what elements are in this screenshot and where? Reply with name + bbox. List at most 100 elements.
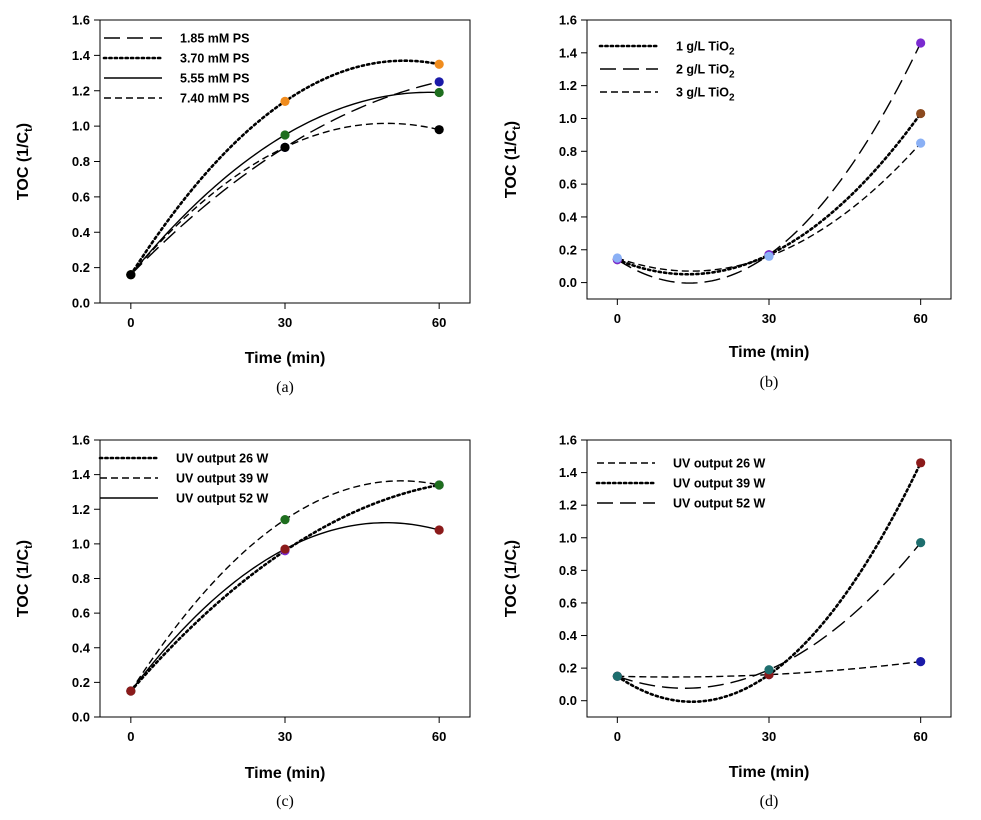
y-tick-label: 0.2	[559, 242, 577, 257]
x-tick-label: 30	[762, 729, 776, 744]
data-point	[434, 87, 444, 98]
chart-panel-d: 0.0 0.2 0.4 0.6 0.8 1.0 1.2 1.4 1.6 0 30 60 Time (mi…	[503, 433, 952, 810]
panel-caption: (c)	[276, 793, 294, 810]
y-tick-label: 0.0	[559, 275, 577, 290]
y-tick-label: 1.4	[72, 48, 91, 63]
data-point	[916, 108, 926, 119]
y-tick-label: 0.4	[72, 225, 91, 240]
data-point	[764, 251, 774, 261]
y-tick-label: 0.4	[72, 640, 91, 655]
data-point	[280, 130, 290, 140]
y-tick-label: 1.2	[72, 83, 90, 98]
y-axis-title: TOC (1/Ct)	[15, 123, 35, 200]
y-tick-label: 1.6	[72, 13, 90, 28]
y-axis-title: TOC (1/Ct)	[15, 540, 35, 617]
legend-label: UV output 39 W	[673, 477, 766, 491]
x-tick-label: 0	[614, 311, 621, 326]
legend-label: UV output 52 W	[176, 492, 269, 506]
y-tick-label: 1.4	[72, 467, 91, 482]
data-point	[280, 515, 290, 525]
y-tick-label: 0.8	[559, 563, 577, 578]
data-point	[126, 270, 136, 280]
x-tick-label: 30	[278, 315, 292, 330]
series-curve	[616, 42, 922, 284]
legend-label: 1.85 mM PS	[180, 32, 249, 46]
data-point	[280, 96, 290, 106]
panel-caption: (a)	[276, 379, 294, 396]
legend-label: 1 g/L TiO2	[676, 40, 735, 58]
x-axis-title: Time (min)	[729, 764, 810, 781]
series-curve	[130, 81, 440, 276]
data-point	[916, 38, 926, 48]
y-tick-label: 0.4	[559, 628, 578, 643]
y-tick-label: 0.8	[72, 571, 90, 586]
x-tick-label: 60	[432, 729, 446, 744]
legend-label: UV output 26 W	[176, 452, 269, 466]
y-tick-label: 1.0	[559, 111, 577, 126]
y-tick-label: 1.0	[72, 119, 90, 134]
y-tick-label: 0.6	[72, 189, 90, 204]
chart-panel-a: 0.0 0.2 0.4 0.6 0.8 1.0 1.2 1.4 1.6 0 30 60 Time (mi…	[15, 13, 471, 396]
y-tick-label: 0.2	[72, 675, 90, 690]
legend-label: UV output 39 W	[176, 472, 269, 486]
y-tick-label: 0.8	[559, 144, 577, 159]
data-point	[434, 77, 444, 87]
x-tick-label: 0	[127, 315, 134, 330]
y-tick-label: 0.2	[72, 260, 90, 275]
y-tick-label: 0.2	[559, 661, 577, 676]
chart-panel-c: 0.0 0.2 0.4 0.6 0.8 1.0 1.2 1.4 1.6 0 30 60 Time (mi…	[15, 433, 471, 810]
data-point	[764, 665, 774, 675]
legend-label: 5.55 mM PS	[180, 72, 249, 86]
x-tick-label: 60	[432, 315, 446, 330]
data-point	[280, 544, 290, 554]
y-tick-label: 1.0	[72, 536, 90, 551]
data-point	[434, 480, 444, 490]
data-point	[434, 525, 444, 535]
data-point	[916, 458, 926, 468]
data-point	[280, 142, 290, 152]
y-tick-label: 0.6	[72, 606, 90, 621]
legend-label: 2 g/L TiO2	[676, 63, 735, 81]
x-tick-label: 0	[127, 729, 134, 744]
data-point	[612, 253, 622, 263]
y-tick-label: 1.6	[559, 13, 577, 28]
panel-caption: (b)	[760, 374, 779, 391]
y-axis-title: TOC (1/Ct)	[503, 540, 523, 617]
y-tick-label: 0.0	[559, 693, 577, 708]
y-tick-label: 1.6	[72, 433, 90, 448]
data-point	[126, 686, 136, 696]
series-curve	[129, 483, 441, 693]
plot-frame	[99, 19, 471, 304]
y-tick-label: 1.0	[559, 530, 577, 545]
x-tick-label: 30	[762, 311, 776, 326]
series-curve	[130, 480, 440, 692]
data-point	[434, 59, 444, 69]
y-tick-label: 0.0	[72, 296, 90, 311]
x-tick-label: 30	[278, 729, 292, 744]
legend-label: UV output 26 W	[673, 457, 766, 471]
y-tick-label: 1.2	[559, 78, 577, 93]
y-tick-label: 1.4	[559, 45, 578, 60]
data-point	[434, 125, 444, 135]
series-curve	[129, 59, 441, 276]
data-point	[612, 671, 622, 681]
series-curve	[130, 91, 440, 276]
y-tick-label: 0.6	[559, 595, 577, 610]
x-axis-title: Time (min)	[245, 350, 326, 367]
legend-label: UV output 52 W	[673, 497, 766, 511]
y-tick-label: 1.2	[72, 502, 90, 517]
x-tick-label: 60	[913, 729, 927, 744]
y-tick-label: 1.6	[559, 433, 577, 448]
legend-label: 3.70 mM PS	[180, 52, 249, 66]
y-tick-label: 1.4	[559, 465, 578, 480]
legend-label: 3 g/L TiO2	[676, 86, 735, 104]
y-tick-label: 0.8	[72, 154, 90, 169]
series-curve	[617, 660, 921, 678]
y-tick-label: 0.0	[72, 710, 90, 725]
x-tick-label: 60	[913, 311, 927, 326]
panel-caption: (d)	[760, 793, 779, 810]
data-point	[916, 138, 926, 148]
y-tick-label: 0.6	[559, 177, 577, 192]
y-tick-label: 0.4	[559, 209, 578, 224]
